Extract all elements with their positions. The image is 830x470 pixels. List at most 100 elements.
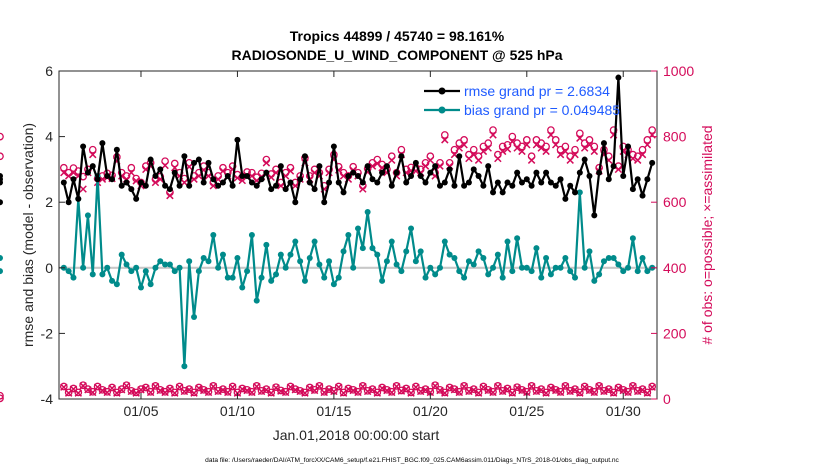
rmse-point [345, 172, 352, 179]
rmse-point [75, 195, 82, 202]
bias-point [292, 238, 299, 245]
rmse-point [369, 176, 376, 183]
obs-assimilated-marker [89, 150, 97, 159]
rmse-point [596, 169, 603, 176]
rmse-point [610, 163, 617, 170]
obs-possible-marker [561, 142, 570, 151]
obs-lower-possible-marker [392, 382, 401, 390]
obs-assimilated-marker [455, 144, 464, 152]
obs-possible-marker [469, 145, 478, 154]
y-right-tick-label: 0 [663, 391, 671, 407]
obs-lower-assimilated-marker [214, 387, 222, 396]
obs-lower-possible-marker [339, 388, 348, 397]
bias-point [403, 248, 410, 255]
obs-assimilated-marker [460, 141, 468, 149]
obs-assimilated-marker [436, 162, 444, 170]
obs-possible-marker [547, 126, 555, 134]
rmse-point [562, 195, 569, 202]
bias-point [277, 251, 284, 258]
bias-point [538, 274, 545, 281]
obs-lower-assimilated-marker [484, 386, 492, 395]
x-tick-label: 01/10 [220, 403, 255, 419]
rmse-point [215, 182, 222, 189]
obs-possible-marker [161, 157, 169, 166]
y-left-tick-label: 4 [45, 129, 53, 145]
obs-lower-assimilated-marker [638, 386, 647, 394]
bias-point [133, 264, 140, 271]
rmse-point [326, 179, 333, 186]
rmse-point [94, 176, 101, 183]
obs-assimilated-marker [127, 168, 136, 177]
obs-possible-marker [643, 136, 652, 144]
rmse-point [605, 176, 612, 183]
obs-lower-assimilated-marker [248, 388, 256, 397]
obs-possible-marker [440, 131, 449, 139]
rmse-point [147, 156, 154, 163]
obs-lower-assimilated-marker [513, 384, 521, 392]
rmse-point [244, 172, 251, 179]
bias-point [639, 254, 646, 261]
obs-lower-assimilated-marker [60, 383, 68, 391]
bias-point [383, 258, 390, 265]
obs-assimilated-marker [523, 141, 531, 149]
obs-lower-possible-marker [494, 382, 502, 390]
obs-possible-marker [59, 163, 68, 172]
x-tick-label: 01/30 [606, 403, 641, 419]
bias-point [123, 261, 130, 268]
obs-lower-assimilated-marker [614, 384, 623, 392]
rmse-point [600, 140, 607, 147]
rmse-point [649, 159, 656, 166]
bias-point [215, 264, 222, 271]
obs-assimilated-marker [537, 144, 545, 152]
obs-lower-assimilated-marker [436, 386, 444, 395]
bias-point [70, 274, 77, 281]
bias-point [205, 258, 212, 265]
obs-lower-assimilated-marker [113, 389, 121, 397]
obs-assimilated-marker [542, 147, 550, 156]
bias-point [436, 264, 443, 271]
rmse-point [70, 176, 77, 183]
obs-assimilated-marker [484, 144, 492, 152]
bias-point [355, 225, 361, 232]
obs-lower-assimilated-marker [368, 386, 377, 394]
rmse-point [292, 199, 299, 206]
rmse-point [248, 179, 255, 186]
obs-assimilated-marker [494, 154, 502, 163]
rmse-point [210, 176, 217, 183]
obs-lower-assimilated-marker [98, 386, 107, 395]
bias-point [326, 258, 333, 265]
bias-point [263, 241, 270, 248]
rmse-point [451, 182, 458, 189]
rmse-point [316, 163, 323, 170]
bias-point [543, 254, 550, 261]
rmse-point [273, 182, 280, 189]
rmse-point [123, 179, 130, 186]
rmse-point [99, 140, 106, 147]
bias-point [330, 281, 337, 288]
obs-lower-possible-marker [209, 382, 218, 390]
bias-point [359, 245, 366, 252]
rmse-point [412, 159, 419, 166]
footer-data-file: data file: /Users/raeder/DAI/ATM_forcXX/… [205, 457, 619, 464]
obs-lower-assimilated-marker [291, 386, 300, 394]
y-right-tick-label: 1000 [663, 63, 694, 79]
rmse-point [383, 163, 390, 170]
bias-point [615, 261, 622, 268]
legend-marker-rmse [438, 87, 446, 95]
rmse-point [441, 179, 448, 186]
obs-lower-assimilated-marker [450, 386, 459, 394]
y-left-tick-label: 6 [45, 63, 53, 79]
bias-point [142, 268, 149, 275]
rmse-point [234, 136, 241, 143]
bias-point [181, 363, 188, 370]
obs-lower-assimilated-marker [334, 383, 343, 391]
obs-lower-assimilated-marker [306, 384, 314, 392]
obs-lower-possible-marker [79, 381, 87, 390]
rmse-point [432, 163, 439, 170]
obs-assimilated-marker [426, 156, 435, 164]
x-axis-label: Jan.01,2018 00:00:00 start [273, 427, 440, 443]
obs-lower-possible-marker [166, 384, 174, 393]
obs-possible-marker [609, 126, 618, 134]
rmse-point [538, 179, 545, 186]
bias-point [268, 277, 275, 284]
